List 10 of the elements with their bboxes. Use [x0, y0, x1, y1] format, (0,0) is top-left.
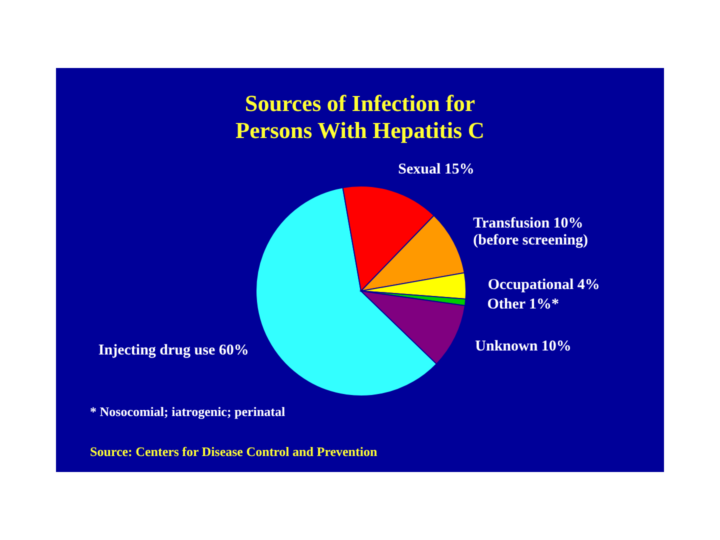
slice-label: Transfusion 10% [473, 215, 584, 232]
text: * Nosocomial; iatrogenic; perinatal [90, 404, 286, 420]
text: (before screening) [473, 232, 588, 248]
slice-label: Sexual 15% [398, 162, 474, 178]
source-note: Source: Centers for Disease Control and Prevention [90, 444, 378, 460]
chart-title: Sources of Infection for Persons With Hepatitis C [234, 90, 486, 144]
slice-label: Injecting drug use 60% [98, 342, 249, 359]
slice-label: Occupational 4% [488, 276, 600, 293]
slice-label: Unknown 10% [475, 338, 572, 355]
slice-label: Other 1%* [487, 296, 560, 313]
